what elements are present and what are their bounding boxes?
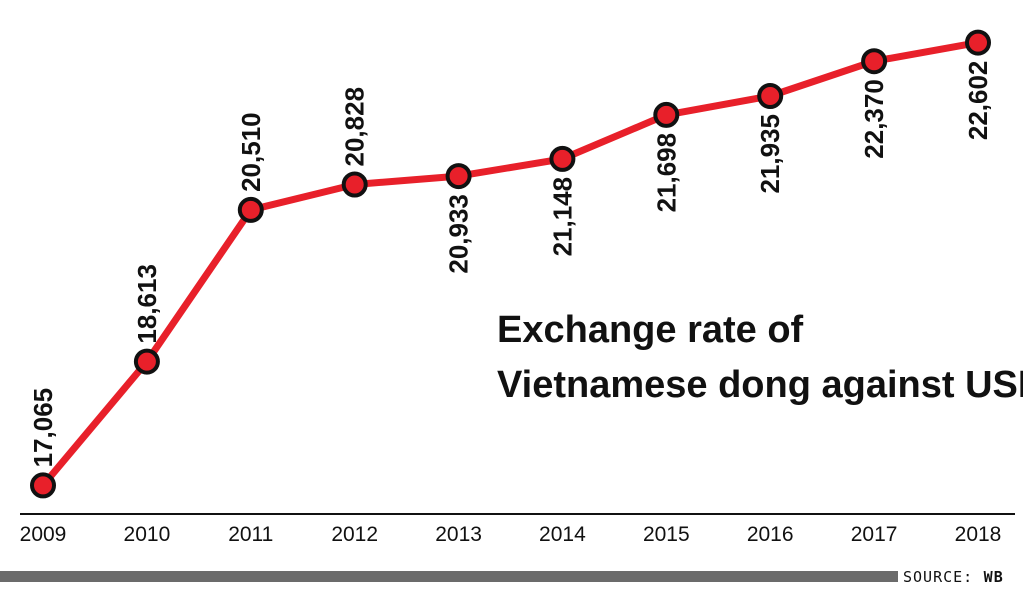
x-tick-labels-group: 2009 2010 2011 2012 2013 2014 2015 2016 2017 2018	[20, 523, 1002, 546]
data-point-2018	[965, 29, 991, 56]
data-point-2012	[341, 171, 368, 198]
x-tick-2011: 2011	[228, 523, 273, 546]
source-prefix: SOURCE:	[903, 568, 973, 586]
data-label-2013: 20,933	[444, 194, 474, 274]
data-label-2014: 21,148	[547, 177, 577, 257]
data-point-2009	[30, 472, 56, 499]
series-group	[30, 29, 991, 499]
x-tick-2015: 2015	[643, 523, 690, 546]
data-labels-group: 17,065 18,613 20,510 20,828 20,933 21,148 21,6…	[28, 61, 993, 468]
series-line	[40, 39, 979, 488]
chart-title-line-2: Vietnamese dong against USD	[497, 364, 1023, 406]
chart-title-line-1: Exchange rate of	[497, 309, 804, 351]
data-point-2015	[653, 101, 680, 128]
data-point-2010	[133, 348, 160, 375]
data-point-2011	[237, 196, 264, 223]
data-point-2014	[549, 145, 576, 172]
x-tick-2013: 2013	[435, 523, 482, 546]
data-point-2013	[445, 163, 472, 190]
source-name: WB	[984, 568, 1004, 586]
data-label-2015: 21,698	[651, 133, 681, 213]
data-label-2018: 22,602	[963, 61, 993, 141]
data-label-2011: 20,510	[236, 112, 266, 192]
x-tick-2017: 2017	[851, 523, 898, 546]
x-tick-2018: 2018	[955, 523, 1002, 546]
x-tick-2014: 2014	[539, 523, 586, 546]
data-label-2012: 20,828	[340, 87, 370, 167]
data-point-2016	[757, 83, 784, 109]
x-tick-2012: 2012	[331, 523, 378, 546]
data-point-2017	[861, 48, 888, 75]
data-label-2016: 21,935	[755, 114, 785, 194]
data-label-2017: 22,370	[859, 79, 889, 159]
footer-bar	[0, 571, 898, 582]
source-credit: SOURCE: WB	[903, 568, 1004, 586]
x-tick-2016: 2016	[747, 523, 794, 546]
x-tick-2010: 2010	[124, 523, 171, 546]
x-tick-2009: 2009	[20, 523, 67, 546]
data-label-2010: 18,613	[132, 264, 162, 344]
data-label-2009: 17,065	[28, 388, 58, 468]
